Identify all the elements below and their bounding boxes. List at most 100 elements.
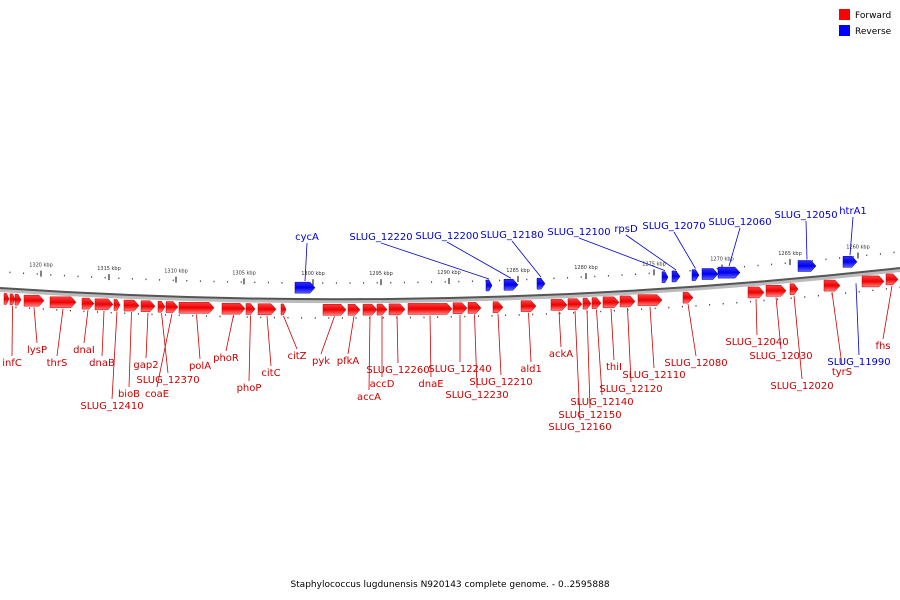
gene-label-SLUG_12180[interactable]: SLUG_12180 <box>480 230 543 241</box>
gene-arrow-rev[interactable] <box>485 279 493 292</box>
gene-arrow-fwd[interactable] <box>322 303 347 316</box>
gene-label-phoR[interactable]: phoR <box>213 353 239 364</box>
gene-arrow-fwd[interactable] <box>747 286 765 299</box>
gene-arrow-fwd[interactable] <box>492 301 504 313</box>
gene-arrow-fwd[interactable] <box>682 291 694 304</box>
gene-label-SLUG_12120[interactable]: SLUG_12120 <box>599 384 662 395</box>
gene-label-SLUG_12220[interactable]: SLUG_12220 <box>349 232 412 243</box>
gene-arrow-fwd[interactable] <box>452 302 468 315</box>
gene-label-dnaB[interactable]: dnaB <box>89 358 115 369</box>
gene-arrow-fwd[interactable] <box>14 293 22 306</box>
gene-arrow-fwd[interactable] <box>467 302 482 314</box>
gene-label-SLUG_11990[interactable]: SLUG_11990 <box>827 357 890 368</box>
gene-label-SLUG_12100[interactable]: SLUG_12100 <box>547 227 610 238</box>
gene-arrow-fwd[interactable] <box>861 275 885 288</box>
gene-label-accA[interactable]: accA <box>357 392 381 403</box>
gene-label-SLUG_12070[interactable]: SLUG_12070 <box>642 221 705 232</box>
gene-label-SLUG_12230[interactable]: SLUG_12230 <box>445 390 508 401</box>
gene-label-SLUG_12240[interactable]: SLUG_12240 <box>428 364 491 375</box>
gene-label-SLUG_12030[interactable]: SLUG_12030 <box>749 351 812 362</box>
gene-arrow-fwd[interactable] <box>245 303 256 315</box>
gene-arrow-fwd[interactable] <box>550 299 568 311</box>
gene-label-SLUG_12040[interactable]: SLUG_12040 <box>725 337 788 348</box>
gene-arrow-fwd[interactable] <box>602 296 620 309</box>
gene-label-SLUG_12200[interactable]: SLUG_12200 <box>415 231 478 242</box>
gene-label-SLUG_12210[interactable]: SLUG_12210 <box>469 377 532 388</box>
gene-label-tyrS[interactable]: tyrS <box>832 367 852 378</box>
gene-arrow-fwd[interactable] <box>3 293 10 305</box>
gene-arrow-fwd[interactable] <box>407 303 453 315</box>
gene-arrow-rev[interactable] <box>503 279 519 291</box>
gene-arrow-rev[interactable] <box>842 256 858 268</box>
gene-arrow-fwd[interactable] <box>591 297 602 309</box>
gene-label-SLUG_12110[interactable]: SLUG_12110 <box>622 370 685 381</box>
gene-label-gap2[interactable]: gap2 <box>133 360 158 371</box>
gene-label-htrA1[interactable]: htrA1 <box>839 206 867 217</box>
gene-label-SLUG_12160[interactable]: SLUG_12160 <box>548 422 611 433</box>
gene-arrow-fwd[interactable] <box>567 298 583 310</box>
gene-label-SLUG_12080[interactable]: SLUG_12080 <box>664 358 727 369</box>
gene-label-SLUG_12050[interactable]: SLUG_12050 <box>774 210 837 221</box>
gene-arrow-rev[interactable] <box>671 270 681 283</box>
gene-arrow-fwd[interactable] <box>9 293 16 306</box>
gene-label-dnaI[interactable]: dnaI <box>73 345 95 356</box>
gene-arrow-rev[interactable] <box>536 277 546 290</box>
gene-arrow-fwd[interactable] <box>789 283 799 295</box>
gene-arrow-fwd[interactable] <box>94 298 114 311</box>
gene-arrow-fwd[interactable] <box>257 303 277 316</box>
gene-arrow-fwd[interactable] <box>637 294 663 306</box>
gene-label-phoP[interactable]: phoP <box>237 383 262 394</box>
gene-arrow-fwd[interactable] <box>388 303 406 316</box>
gene-arrow-rev[interactable] <box>691 269 700 281</box>
gene-arrow-fwd[interactable] <box>81 297 95 310</box>
gene-arrow-fwd[interactable] <box>123 299 140 312</box>
gene-label-fhs[interactable]: fhs <box>875 341 890 352</box>
gene-arrow-fwd[interactable] <box>823 279 841 292</box>
gene-label-SLUG_12260[interactable]: SLUG_12260 <box>366 365 429 376</box>
gene-label-coaE[interactable]: coaE <box>145 389 169 400</box>
gene-label-SLUG_12140[interactable]: SLUG_12140 <box>570 397 633 408</box>
gene-label-ackA[interactable]: ackA <box>549 349 573 360</box>
gene-arrow-fwd[interactable] <box>619 295 636 308</box>
gene-arrow-fwd[interactable] <box>347 303 361 316</box>
gene-arrow-rev[interactable] <box>717 266 741 279</box>
gene-label-accD[interactable]: accD <box>370 379 395 390</box>
gene-label-ald1[interactable]: ald1 <box>520 364 542 375</box>
gene-label-SLUG_12020[interactable]: SLUG_12020 <box>770 381 833 392</box>
gene-label-citC[interactable]: citC <box>261 368 280 379</box>
gene-arrow-fwd[interactable] <box>582 297 592 310</box>
gene-arrow-fwd[interactable] <box>765 285 787 297</box>
gene-arrow-fwd[interactable] <box>157 300 166 313</box>
gene-label-lysP[interactable]: lysP <box>27 345 47 356</box>
gene-arrow-fwd[interactable] <box>140 300 156 312</box>
gene-label-SLUG_12370[interactable]: SLUG_12370 <box>136 375 199 386</box>
gene-label-SLUG_12410[interactable]: SLUG_12410 <box>80 401 143 412</box>
gene-label-SLUG_12150[interactable]: SLUG_12150 <box>558 410 621 421</box>
gene-label-citZ[interactable]: citZ <box>287 351 306 362</box>
gene-arrow-fwd[interactable] <box>113 299 121 311</box>
gene-arrow-fwd[interactable] <box>49 296 77 309</box>
gene-label-dnaE[interactable]: dnaE <box>418 379 443 390</box>
gene-arrow-fwd[interactable] <box>178 302 215 314</box>
gene-arrow-fwd[interactable] <box>885 273 899 286</box>
gene-label-polA[interactable]: polA <box>189 361 211 372</box>
gene-label-bioB[interactable]: bioB <box>118 389 140 400</box>
gene-arrow-rev[interactable] <box>701 268 719 280</box>
gene-label-cycA[interactable]: cycA <box>295 232 319 243</box>
gene-arrow-fwd[interactable] <box>165 301 179 313</box>
gene-label-thrS[interactable]: thrS <box>47 358 68 369</box>
gene-arrow-rev[interactable] <box>797 260 817 272</box>
gene-label-pfkA[interactable]: pfkA <box>337 356 360 367</box>
gene-arrow-rev[interactable] <box>661 271 669 283</box>
gene-label-infC[interactable]: infC <box>2 358 22 369</box>
gene-arrow-fwd[interactable] <box>520 300 537 312</box>
gene-arrow-fwd[interactable] <box>376 303 388 316</box>
gene-label-SLUG_12060[interactable]: SLUG_12060 <box>708 217 771 228</box>
gene-label-thiI[interactable]: thiI <box>606 362 622 373</box>
gene-arrow-fwd[interactable] <box>362 303 378 316</box>
gene-arrow-fwd[interactable] <box>280 303 287 316</box>
gene-arrow-fwd[interactable] <box>221 302 246 315</box>
gene-arrow-fwd[interactable] <box>23 294 45 307</box>
gene-arrow-rev[interactable] <box>294 281 316 294</box>
gene-label-rpsD[interactable]: rpsD <box>614 224 638 235</box>
